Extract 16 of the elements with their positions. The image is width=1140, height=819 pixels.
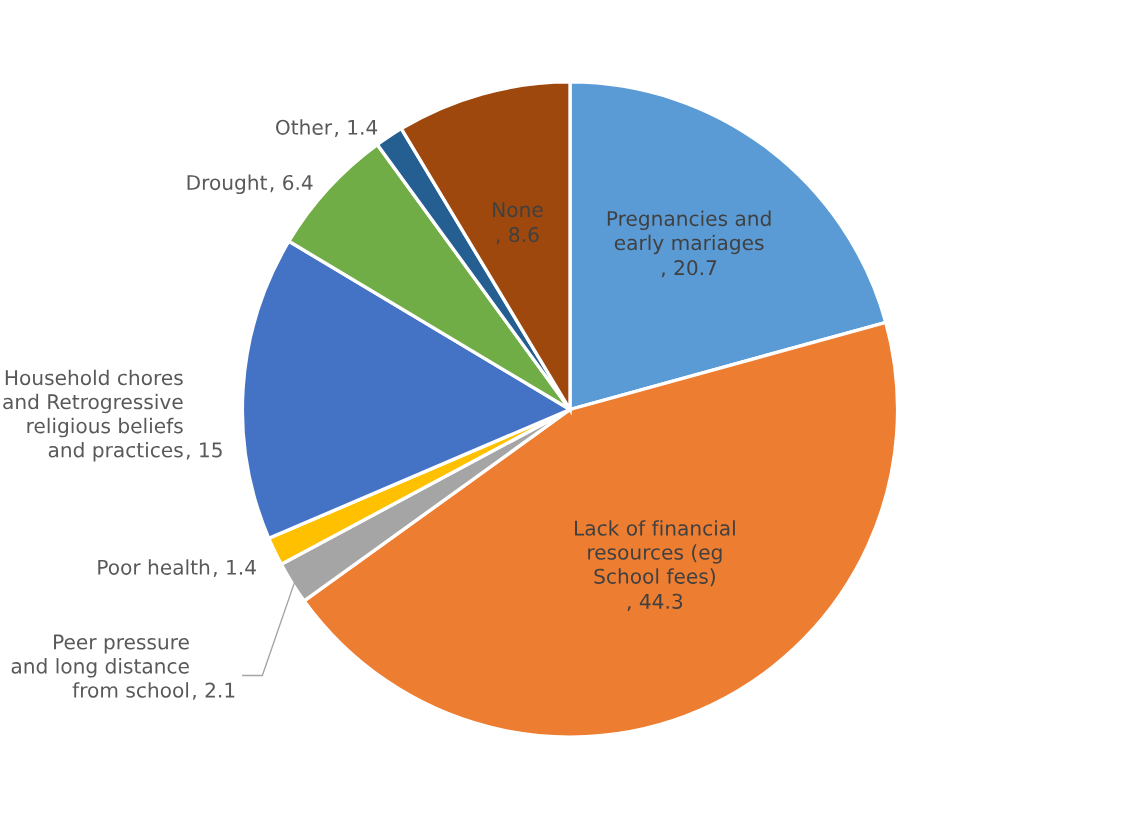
slice-label: Drought [187, 174, 267, 195]
slice-label: Pregnancies and early mariages [607, 210, 771, 255]
data-label: , 6.4 [270, 174, 313, 193]
data-label: , 20.7 [661, 260, 717, 278]
slice-label: Other [276, 119, 333, 135]
data-label: , 1.4 [334, 119, 378, 137]
slice-label: Household chores and Retrogressive religious beliefs and practices [3, 369, 183, 462]
data-label: , 44.3 [627, 593, 683, 611]
data-label: , 15 [186, 442, 222, 460]
slice-label: Peer pressure and long distance from school [11, 634, 189, 698]
slice-label: None [493, 202, 543, 218]
slice-label: Lack of financial resources (eg School fees) [575, 520, 735, 587]
data-label: , 8.6 [496, 226, 539, 245]
slice-label: Poor health [98, 559, 210, 575]
data-label: , 2.1 [192, 682, 235, 700]
data-label: , 1.4 [213, 559, 256, 577]
